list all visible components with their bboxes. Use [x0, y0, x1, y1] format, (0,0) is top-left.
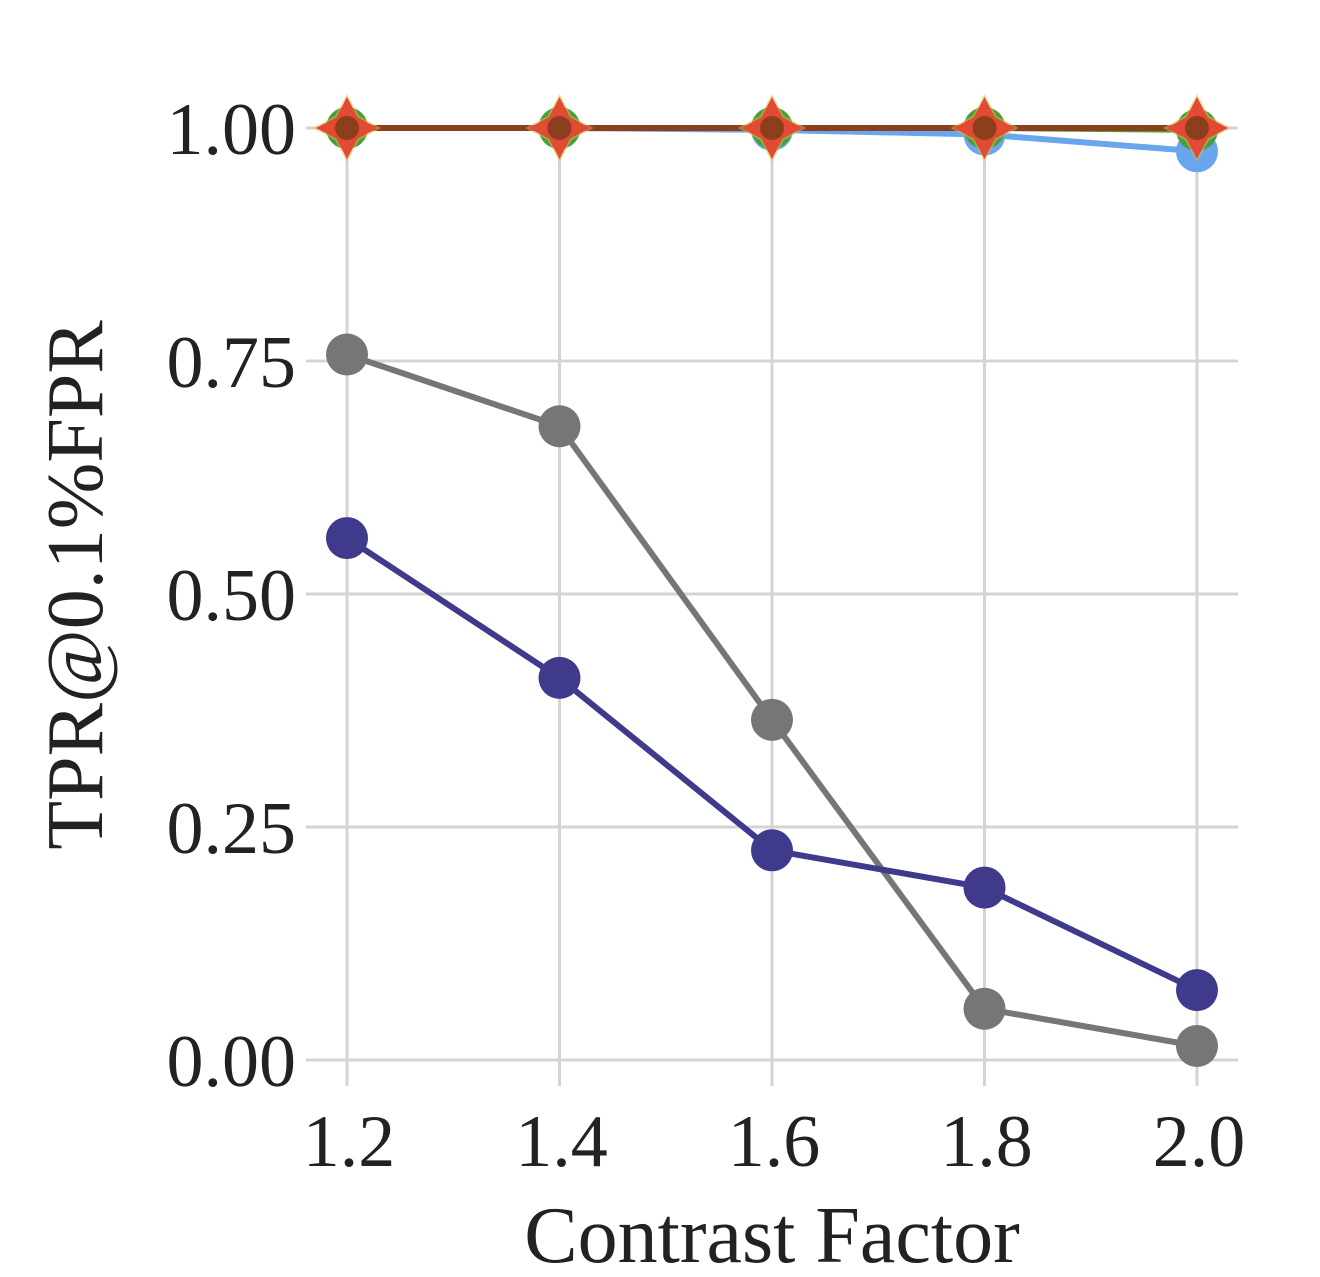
data-point-center	[972, 116, 997, 140]
x-tick-label: 2.0	[1153, 1101, 1246, 1183]
x-tick-label: 1.2	[303, 1101, 396, 1183]
data-point	[1176, 1025, 1218, 1068]
y-tick-label: 0.00	[167, 1021, 297, 1103]
data-point	[538, 656, 581, 699]
y-axis-ticks: 0.00 0.25 0.50 0.75 1.00	[167, 89, 297, 1103]
data-point	[326, 333, 368, 376]
data-point	[751, 698, 793, 741]
y-tick-label: 0.50	[167, 555, 297, 637]
data-point-center	[335, 116, 359, 140]
data-point	[538, 405, 581, 448]
y-axis-label: TPR@0.1%FPR	[32, 320, 120, 850]
data-point	[751, 829, 793, 872]
data-point-center	[547, 116, 572, 140]
x-tick-label: 1.4	[515, 1101, 608, 1183]
series	[313, 94, 1231, 1068]
series-2	[326, 517, 1218, 1012]
data-point-center	[760, 116, 784, 140]
data-point-center	[1185, 116, 1209, 140]
series-1	[326, 333, 1218, 1068]
data-point	[963, 987, 1006, 1030]
y-tick-label: 1.00	[167, 89, 297, 171]
y-tick-label: 0.75	[167, 322, 297, 404]
y-tick-label: 0.25	[167, 788, 297, 870]
data-point	[326, 517, 368, 560]
x-axis-ticks: 1.2 1.4 1.6 1.8 2.0	[303, 1101, 1246, 1183]
data-point	[1176, 969, 1218, 1012]
x-tick-label: 1.6	[728, 1101, 821, 1183]
data-point	[963, 866, 1006, 909]
x-axis-label: Contrast Factor	[524, 1192, 1019, 1277]
series-5	[313, 94, 1231, 162]
x-tick-label: 1.8	[940, 1101, 1033, 1183]
